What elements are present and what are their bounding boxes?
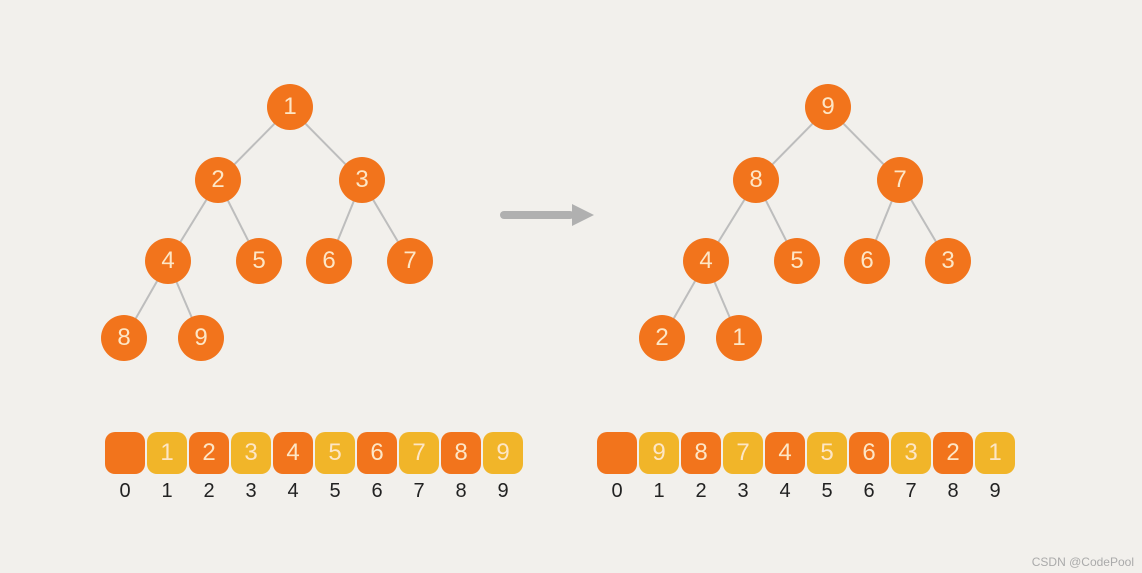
array-cell: 9 xyxy=(639,432,679,474)
array-index: 5 xyxy=(807,480,847,503)
array-cell: 8 xyxy=(441,432,481,474)
array-cell: 4 xyxy=(273,432,313,474)
transform-arrow-icon xyxy=(500,204,596,226)
diagram-canvas: 1234567899874563210112233445566778899091… xyxy=(0,0,1142,573)
array-index: 5 xyxy=(315,480,355,503)
array-index: 8 xyxy=(441,480,481,503)
tree-node: 6 xyxy=(844,238,890,284)
array-index: 2 xyxy=(681,480,721,503)
array-index: 2 xyxy=(189,480,229,503)
array-cell: 2 xyxy=(189,432,229,474)
tree-node: 7 xyxy=(387,238,433,284)
tree-node: 5 xyxy=(236,238,282,284)
array-cell xyxy=(105,432,145,474)
array-cell: 5 xyxy=(315,432,355,474)
array-cell xyxy=(597,432,637,474)
array-cell: 4 xyxy=(765,432,805,474)
array-cell: 6 xyxy=(357,432,397,474)
array-cell: 3 xyxy=(231,432,271,474)
tree-node: 8 xyxy=(733,157,779,203)
array-index: 0 xyxy=(597,480,637,503)
tree-node: 8 xyxy=(101,315,147,361)
array-cell: 6 xyxy=(849,432,889,474)
array-cell: 1 xyxy=(147,432,187,474)
array-index: 4 xyxy=(765,480,805,503)
array-cell: 5 xyxy=(807,432,847,474)
array-index: 6 xyxy=(357,480,397,503)
array-index: 1 xyxy=(639,480,679,503)
array-cell: 8 xyxy=(681,432,721,474)
tree-node: 6 xyxy=(306,238,352,284)
array-cell: 3 xyxy=(891,432,931,474)
tree-node: 5 xyxy=(774,238,820,284)
array-cell: 1 xyxy=(975,432,1015,474)
array-index: 1 xyxy=(147,480,187,503)
array-index: 3 xyxy=(723,480,763,503)
array-index: 0 xyxy=(105,480,145,503)
tree-node: 2 xyxy=(639,315,685,361)
tree-node: 1 xyxy=(267,84,313,130)
tree-node: 1 xyxy=(716,315,762,361)
array-index: 7 xyxy=(891,480,931,503)
array-index: 7 xyxy=(399,480,439,503)
array-cell: 7 xyxy=(723,432,763,474)
tree-node: 9 xyxy=(178,315,224,361)
tree-node: 3 xyxy=(925,238,971,284)
watermark: CSDN @CodePool xyxy=(1032,555,1134,569)
tree-node: 7 xyxy=(877,157,923,203)
array-cell: 2 xyxy=(933,432,973,474)
array-index: 4 xyxy=(273,480,313,503)
array-cell: 9 xyxy=(483,432,523,474)
tree-node: 4 xyxy=(145,238,191,284)
tree-node: 3 xyxy=(339,157,385,203)
tree-node: 9 xyxy=(805,84,851,130)
array-cell: 7 xyxy=(399,432,439,474)
array-index: 3 xyxy=(231,480,271,503)
array-index: 9 xyxy=(975,480,1015,503)
array-index: 6 xyxy=(849,480,889,503)
array-index: 9 xyxy=(483,480,523,503)
tree-node: 2 xyxy=(195,157,241,203)
array-index: 8 xyxy=(933,480,973,503)
tree-node: 4 xyxy=(683,238,729,284)
